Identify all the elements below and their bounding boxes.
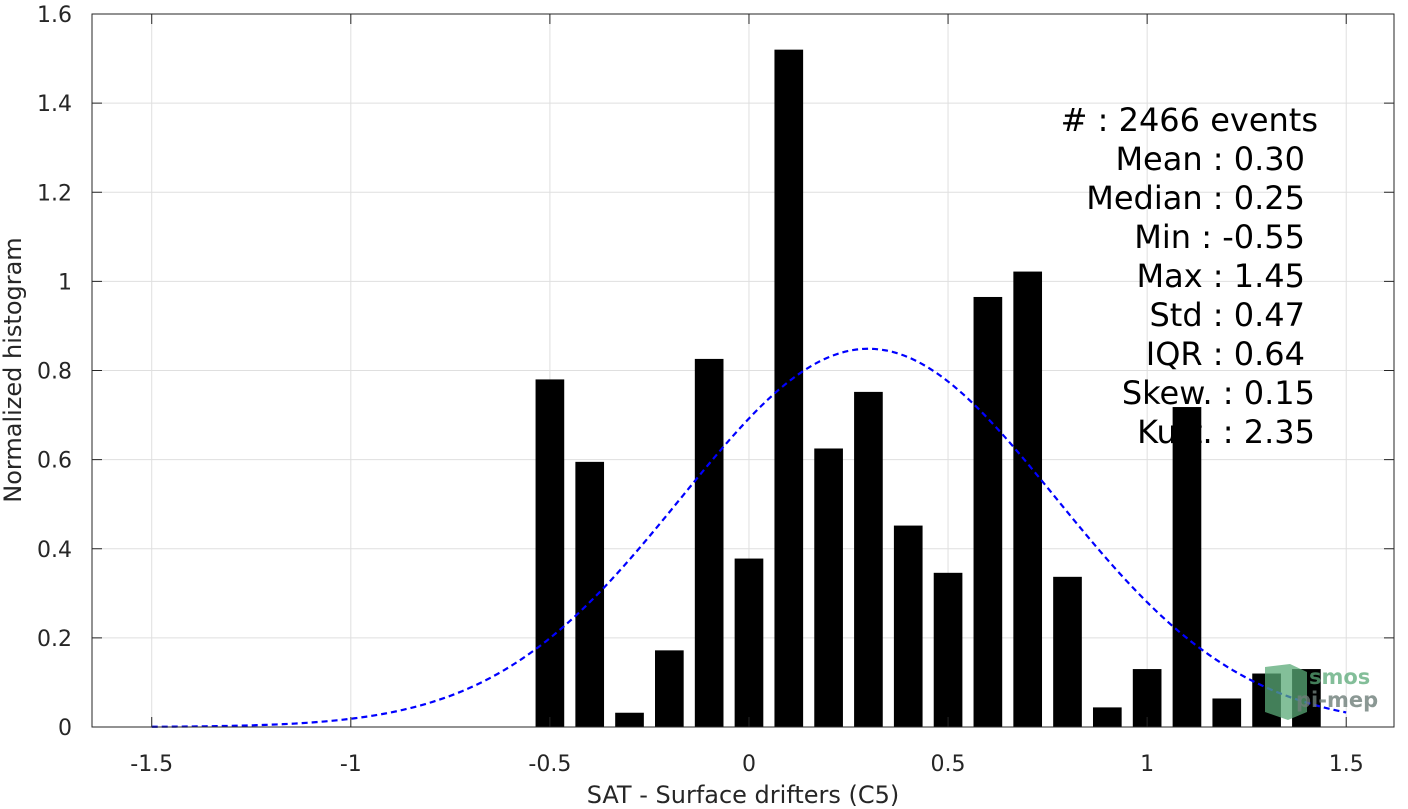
histogram-bar: [973, 296, 1003, 727]
histogram-bar: [1212, 698, 1242, 727]
histogram-bar: [655, 650, 684, 727]
histogram-bar: [1013, 271, 1043, 727]
stat-line: Median : 0.25: [1086, 179, 1305, 217]
y-tick-label: 0.2: [37, 627, 72, 652]
y-tick-labels: 0 0.2 0.4 0.6 0.8 1 1.2 1.4 1.6: [37, 3, 72, 741]
logo-emblem-shape: [1265, 664, 1307, 720]
stat-line: Skew. : 0.15: [1122, 374, 1315, 412]
x-tick-label: 1: [1140, 752, 1154, 777]
x-tick-label: -0.5: [528, 752, 571, 777]
y-tick-label: 1.6: [37, 3, 72, 28]
stat-line: Kurt. : 2.35: [1137, 413, 1315, 451]
histogram-bar: [774, 49, 804, 727]
x-tick-labels: -1.5 -1 -0.5 0 0.5 1 1.5: [130, 752, 1363, 777]
axis-ticks: [92, 13, 1394, 728]
y-tick-label: 1.2: [37, 181, 72, 206]
x-tick-label: -1.5: [130, 752, 173, 777]
histogram-bar: [1053, 576, 1082, 727]
y-tick-label: 0.4: [37, 538, 72, 563]
logo-text-smos: smos: [1309, 665, 1370, 689]
stat-line: IQR : 0.64: [1146, 335, 1305, 373]
stat-line: Std : 0.47: [1149, 296, 1305, 334]
y-tick-label: 1: [58, 270, 72, 295]
histogram-bar: [933, 572, 963, 727]
histogram-bar: [694, 358, 724, 727]
x-axis-label: SAT - Surface drifters (C5): [587, 781, 900, 809]
histogram-bar: [575, 461, 605, 727]
x-tick-label: -1: [340, 752, 362, 777]
histogram-bar: [893, 525, 923, 727]
histogram-bar: [1172, 407, 1202, 727]
histogram-bar: [615, 712, 644, 727]
y-tick-label: 0: [58, 716, 72, 741]
stat-line: Mean : 0.30: [1115, 140, 1305, 178]
stat-line: # : 2466 events: [1061, 101, 1318, 139]
x-tick-label: 1.5: [1329, 752, 1364, 777]
x-tick-label: 0: [742, 752, 756, 777]
histogram-bar: [535, 379, 565, 727]
y-tick-label: 0.6: [37, 449, 72, 474]
y-axis-label: Normalized histogram: [0, 237, 27, 502]
stat-line: Min : -0.55: [1134, 218, 1305, 256]
histogram-bar: [734, 558, 764, 727]
y-tick-label: 1.4: [37, 92, 72, 117]
smos-pimep-logo: smos pi-mep: [1265, 664, 1378, 720]
gaussian-fit-curve: [151, 347, 1347, 728]
y-tick-label: 0.8: [37, 360, 72, 385]
histogram-bar: [1092, 707, 1122, 727]
histogram-bar: [854, 391, 883, 727]
stat-line: Max : 1.45: [1136, 257, 1305, 295]
logo-text-pimep: pi-mep: [1296, 688, 1378, 712]
x-tick-label: 0.5: [931, 752, 966, 777]
histogram-bar: [814, 448, 843, 727]
